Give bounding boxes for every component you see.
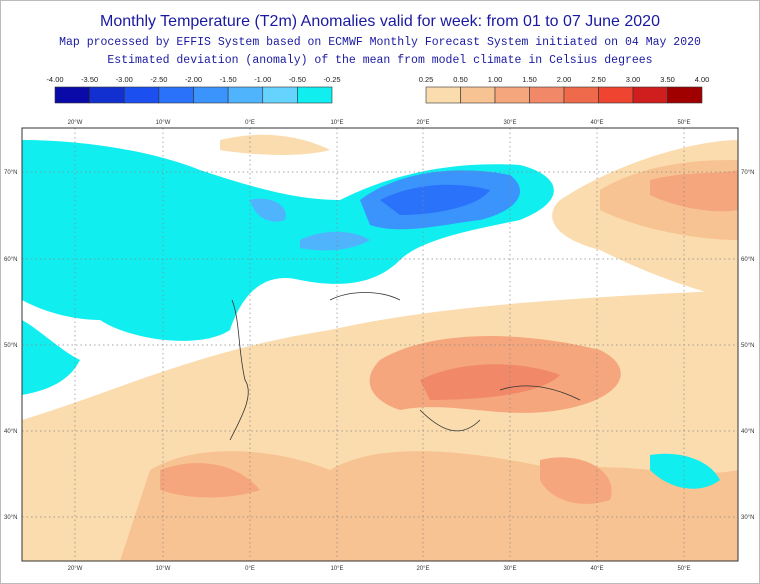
color-swatch	[123, 86, 160, 104]
legend-label: 1.00	[488, 75, 503, 84]
map-border	[21, 127, 739, 562]
legend-label: 0.25	[419, 75, 434, 84]
map	[22, 128, 738, 561]
legend-label: -1.00	[254, 75, 271, 84]
lon-label: 0°E	[245, 566, 255, 572]
legend-label: -4.00	[46, 75, 63, 84]
lat-label: 50°N	[741, 343, 754, 349]
legend-label: 3.00	[626, 75, 641, 84]
color-swatch	[425, 86, 461, 104]
legend-label: -0.25	[323, 75, 340, 84]
lon-label: 10°W	[156, 566, 171, 572]
lon-label: 10°W	[156, 120, 171, 126]
lon-label: 40°E	[590, 566, 603, 572]
color-swatch	[297, 86, 333, 104]
lon-label: 20°W	[68, 120, 83, 126]
color-swatch	[460, 86, 496, 104]
legend-label: -3.50	[81, 75, 98, 84]
lat-label: 40°N	[741, 429, 754, 435]
lon-label: 40°E	[590, 120, 603, 126]
legend-label: 1.50	[522, 75, 537, 84]
color-swatch	[227, 86, 264, 104]
legend-label: 4.00	[695, 75, 710, 84]
lon-label: 0°E	[245, 120, 255, 126]
lon-label: 30°E	[503, 566, 516, 572]
legend-label: 2.50	[591, 75, 606, 84]
lon-label: 50°E	[677, 120, 690, 126]
color-swatch	[529, 86, 565, 104]
color-swatch	[667, 86, 703, 104]
color-swatch	[598, 86, 634, 104]
lon-label: 10°E	[330, 120, 343, 126]
lat-label: 30°N	[4, 515, 17, 521]
legend-label: 3.50	[660, 75, 675, 84]
caption: Estimated deviation (anomaly) of the mea…	[107, 54, 652, 67]
lon-label: 30°E	[503, 120, 516, 126]
color-swatch	[54, 86, 90, 104]
lon-label: 20°E	[416, 120, 429, 126]
legend-label: 2.00	[557, 75, 572, 84]
color-swatch	[158, 86, 194, 104]
lat-label: 70°N	[741, 170, 754, 176]
color-swatch	[494, 86, 530, 104]
legend-label: -2.00	[185, 75, 202, 84]
color-swatch	[193, 86, 229, 104]
colorbars: -4.00 -3.50 -3.00 -2.50 -2.00 -1.50 -1.00 -0.50…	[46, 75, 710, 104]
legend-label: -1.50	[220, 75, 237, 84]
title: Monthly Temperature (T2m) Anomalies vali…	[100, 13, 660, 30]
lat-label: 50°N	[4, 343, 17, 349]
lat-label: 70°N	[4, 170, 17, 176]
lat-label: 60°N	[741, 257, 754, 263]
legend-label: -0.50	[289, 75, 306, 84]
color-swatch	[262, 86, 298, 104]
color-swatch	[632, 86, 668, 104]
color-swatch	[563, 86, 599, 104]
lon-label: 10°E	[330, 566, 343, 572]
lon-label: 20°E	[416, 566, 429, 572]
lat-label: 30°N	[741, 515, 754, 521]
legend-label: 0.50	[453, 75, 468, 84]
lon-label: 50°E	[677, 566, 690, 572]
legend-label: -2.50	[150, 75, 167, 84]
lat-label: 60°N	[4, 257, 17, 263]
legend-label: -3.00	[116, 75, 133, 84]
subtitle: Map processed by EFFIS System based on E…	[59, 36, 701, 49]
lon-label: 20°W	[68, 566, 83, 572]
color-swatch	[89, 86, 125, 104]
lat-label: 40°N	[4, 429, 17, 435]
